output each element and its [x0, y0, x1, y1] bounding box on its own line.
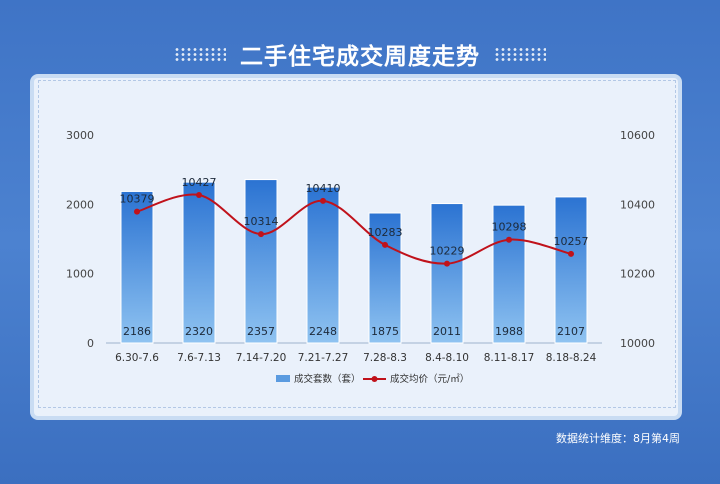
price-value-label: 10229	[430, 245, 465, 258]
price-point	[506, 236, 512, 243]
bar-value-label: 1988	[495, 325, 523, 338]
bar-6.30-7.6	[120, 190, 154, 344]
legend-bar-swatch	[276, 375, 290, 382]
footnote: 数据统计维度：8月第4周	[556, 432, 680, 445]
y-left-tick-label: 0	[87, 337, 94, 350]
price-value-label: 10298	[492, 221, 527, 234]
x-tick-label: 6.30-7.6	[115, 352, 159, 364]
price-line	[136, 193, 572, 265]
y-left-tick-label: 2000	[66, 198, 94, 211]
x-tick-label: 7.6-7.13	[177, 352, 221, 364]
bar-8.11-8.17	[492, 204, 526, 344]
bar-8.18-8.24	[554, 196, 588, 344]
y-right-tick-label: 10000	[620, 337, 655, 350]
y-right-tick-label: 10400	[620, 198, 655, 211]
y-right-tick-label: 10200	[620, 268, 655, 281]
price-value-label: 10379	[120, 193, 155, 206]
bar-value-label: 2107	[557, 325, 585, 338]
bar-value-label: 2186	[123, 325, 151, 338]
price-point	[258, 231, 264, 238]
legend-bar-label: 成交套数（套）	[294, 373, 361, 385]
bar-7.14-7.20	[244, 179, 278, 344]
y-left-tick-label: 1000	[66, 268, 94, 281]
chart-inner-frame	[38, 80, 676, 408]
x-tick-label: 8.18-8.24	[546, 352, 597, 364]
price-point	[568, 250, 574, 257]
title-row: 二手住宅成交周度走势	[0, 34, 720, 74]
price-point	[382, 241, 388, 248]
x-tick-label: 8.4-8.10	[425, 352, 469, 364]
bar-7.28-8.3	[368, 212, 402, 344]
bar-value-label: 2357	[247, 325, 275, 338]
legend-line-marker	[371, 376, 378, 382]
price-value-label: 10257	[554, 235, 589, 248]
price-point	[320, 197, 326, 204]
bar-value-label: 2248	[309, 325, 337, 338]
bar-value-label: 2011	[433, 325, 461, 338]
title-right-dots	[494, 47, 546, 61]
y-right-tick-label: 10600	[620, 129, 655, 142]
x-tick-label: 7.14-7.20	[236, 352, 287, 364]
price-point	[134, 208, 140, 215]
price-value-label: 10427	[182, 176, 217, 189]
price-value-label: 10283	[368, 226, 403, 239]
title-left-dots	[174, 47, 226, 61]
bar-8.4-8.10	[430, 203, 464, 344]
bar-7.6-7.13	[182, 181, 216, 344]
price-value-label: 10410	[306, 182, 341, 195]
price-value-label: 10314	[244, 215, 279, 228]
price-point	[444, 260, 450, 267]
x-tick-label: 7.21-7.27	[298, 352, 349, 364]
bar-value-label: 2320	[185, 325, 213, 338]
chart-title: 二手住宅成交周度走势	[240, 44, 480, 70]
y-left-tick-label: 3000	[66, 129, 94, 142]
x-tick-label: 7.28-8.3	[363, 352, 407, 364]
x-tick-label: 8.11-8.17	[484, 352, 535, 364]
price-point	[196, 191, 202, 198]
bar-value-label: 1875	[371, 325, 399, 338]
legend-line-label: 成交均价（元/㎡）	[390, 373, 469, 385]
bar-7.21-7.27	[306, 186, 340, 344]
